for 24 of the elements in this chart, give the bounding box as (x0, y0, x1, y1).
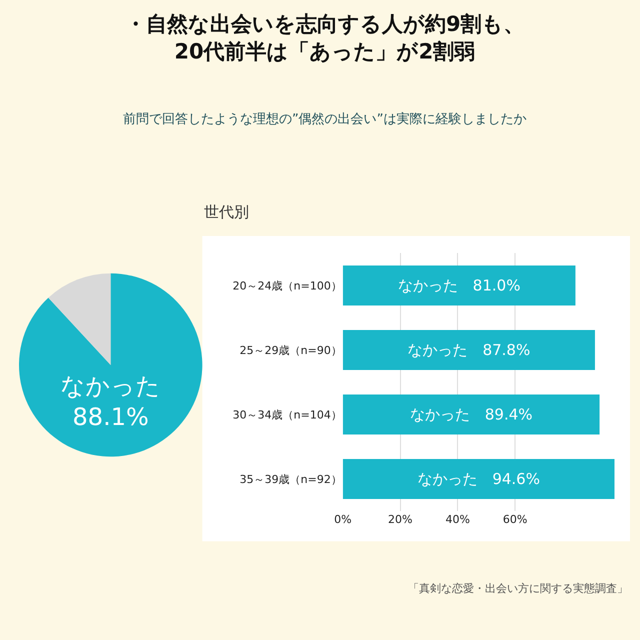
chart-title: 世代別 (204, 203, 249, 221)
x-tick-label: 40% (445, 513, 470, 526)
pie-slice (48, 273, 111, 365)
pie-slice (19, 273, 202, 457)
data-label: なかった 94.6% (417, 470, 540, 488)
y-tick-label: 30～34歳（n=104） (232, 408, 342, 422)
bar (342, 330, 595, 370)
y-tick-label: 20～24歳（n=100） (232, 279, 342, 292)
bar (342, 394, 600, 434)
text: 前問で回答したような理想の”偶然の出会い”は実際に経験しましたか (123, 111, 526, 127)
bar (342, 265, 576, 306)
x-tick-label: 60% (502, 513, 528, 526)
x-tick-label: 20% (388, 513, 412, 526)
data-label: なかった 87.8% (408, 340, 530, 359)
data-label: なかった 81.0% (398, 276, 520, 294)
data-label: なかった 89.4% (410, 405, 533, 424)
y-tick-label: 35～39歳（n=92） (240, 472, 342, 486)
text: ・自然な出会いを志向する人が約9割も、 20代前半は「あった」が2割弱 (125, 12, 525, 64)
slice-label: なかった (60, 372, 161, 400)
data-label: 88.1% (72, 403, 149, 432)
text: 「真剣な恋愛・出会い方に関する実態調査」 (408, 582, 628, 595)
bar (342, 458, 614, 499)
y-tick-label: 25～29歳（n=90） (240, 344, 342, 357)
x-tick-label: 0% (334, 513, 352, 526)
